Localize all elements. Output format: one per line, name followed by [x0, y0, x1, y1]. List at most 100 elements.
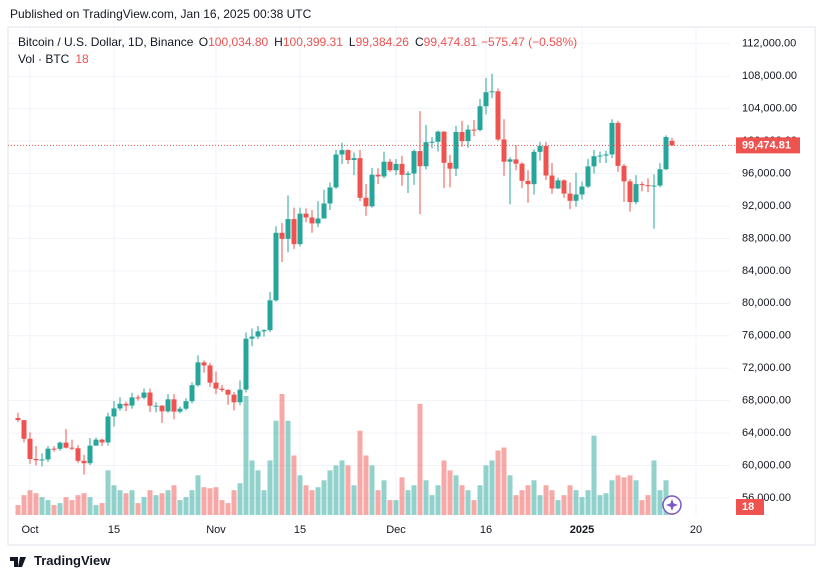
- candle-body: [603, 154, 609, 156]
- volume-bar: [501, 447, 507, 515]
- volume-bar: [243, 395, 249, 515]
- volume-tag-label: 18: [742, 501, 754, 513]
- candle-body: [177, 408, 183, 412]
- candle-body: [465, 129, 471, 142]
- candle-body: [429, 141, 435, 143]
- candle-body: [273, 232, 279, 301]
- candle-body: [501, 139, 507, 162]
- candle-body: [591, 156, 597, 167]
- volume-bar: [357, 430, 363, 515]
- volume-bar: [117, 490, 123, 515]
- volume-bar: [627, 475, 633, 515]
- candle-body: [495, 91, 501, 140]
- candle-body: [237, 389, 243, 403]
- volume-bar: [411, 485, 417, 515]
- candle-body: [279, 232, 285, 239]
- y-tick-label: 104,000.00: [742, 103, 797, 115]
- volume-bars: [15, 393, 675, 515]
- candle-body: [141, 392, 147, 398]
- candle-body: [231, 394, 237, 403]
- x-tick-label: Dec: [386, 524, 406, 536]
- candle-body: [459, 132, 465, 142]
- candle-body: [81, 460, 87, 464]
- candle-body: [75, 448, 81, 461]
- volume-bar: [327, 470, 333, 515]
- candle-body: [357, 158, 363, 198]
- candle-body: [135, 397, 141, 399]
- y-tick-label: 88,000.00: [742, 232, 791, 244]
- y-tick-label: 96,000.00: [742, 167, 791, 179]
- candle-body: [339, 150, 345, 155]
- candle-body: [213, 382, 219, 389]
- volume-tag: [736, 499, 764, 515]
- candle-body: [657, 169, 663, 186]
- candle-body: [543, 145, 549, 176]
- candle-body: [159, 405, 165, 412]
- volume-bar: [297, 475, 303, 515]
- x-tick-label: 2025: [570, 524, 594, 536]
- candle-body: [315, 218, 321, 224]
- candle-body: [321, 203, 327, 219]
- candle-body: [171, 399, 177, 412]
- volume-bar: [303, 485, 309, 515]
- x-tick-label: 20: [690, 524, 702, 536]
- volume-bar: [141, 497, 147, 515]
- volume-bar: [195, 475, 201, 515]
- footer-logo: TradingView: [34, 553, 111, 568]
- candle-body: [261, 330, 267, 332]
- volume-bar: [213, 487, 219, 515]
- candle-body: [147, 392, 153, 406]
- candle-body: [225, 389, 231, 395]
- l-value: 99,384.26: [355, 35, 409, 49]
- volume-bar: [339, 460, 345, 515]
- volume-bar: [165, 490, 171, 515]
- candle-body: [303, 213, 309, 218]
- volume-bar: [603, 493, 609, 515]
- candle-body: [393, 163, 399, 171]
- candle-body: [267, 300, 273, 331]
- volume-name: Vol · BTC: [18, 52, 70, 66]
- published-note: Published on TradingView.com, Jan 16, 20…: [10, 7, 312, 21]
- volume-bar: [489, 460, 495, 515]
- volume-bar: [225, 503, 231, 515]
- y-tick-label: 68,000.00: [742, 395, 791, 407]
- volume-bar: [519, 490, 525, 515]
- y-tick-label: 64,000.00: [742, 427, 791, 439]
- volume-bar: [567, 485, 573, 515]
- volume-bar: [435, 485, 441, 515]
- x-tick-label: 16: [480, 524, 492, 536]
- candle-body: [525, 180, 531, 185]
- volume-bar: [273, 420, 279, 515]
- candle-body: [387, 161, 393, 171]
- volume-bar: [423, 480, 429, 515]
- volume-bar: [135, 503, 141, 515]
- chart-frame: [7, 26, 816, 546]
- candle-body: [27, 438, 33, 460]
- candle-body: [21, 420, 27, 439]
- volume-bar: [585, 490, 591, 515]
- candle-body: [651, 185, 657, 187]
- volume-bar: [351, 485, 357, 515]
- volume-bar: [477, 485, 483, 515]
- candle-body: [63, 442, 69, 448]
- volume-bar: [363, 455, 369, 515]
- volume-bar: [219, 500, 225, 515]
- h-value: 100,399.31: [282, 35, 343, 49]
- candle-body: [249, 336, 255, 339]
- y-tick-label: 84,000.00: [742, 265, 791, 277]
- volume-bar: [267, 460, 273, 515]
- volume-bar: [369, 465, 375, 515]
- volume-bar: [471, 500, 477, 515]
- volume-bar: [249, 460, 255, 515]
- candle-body: [477, 106, 483, 131]
- volume-value: 18: [75, 52, 89, 66]
- volume-bar: [285, 420, 291, 515]
- volume-bar: [39, 497, 45, 515]
- symbol-title: Bitcoin / U.S. Dollar, 1D, Binance: [18, 35, 194, 49]
- last-price-label: 99,474.81: [742, 139, 791, 151]
- volume-bar: [105, 470, 111, 515]
- candle-body: [423, 142, 429, 167]
- volume-bar: [189, 490, 195, 515]
- volume-bar: [231, 490, 237, 515]
